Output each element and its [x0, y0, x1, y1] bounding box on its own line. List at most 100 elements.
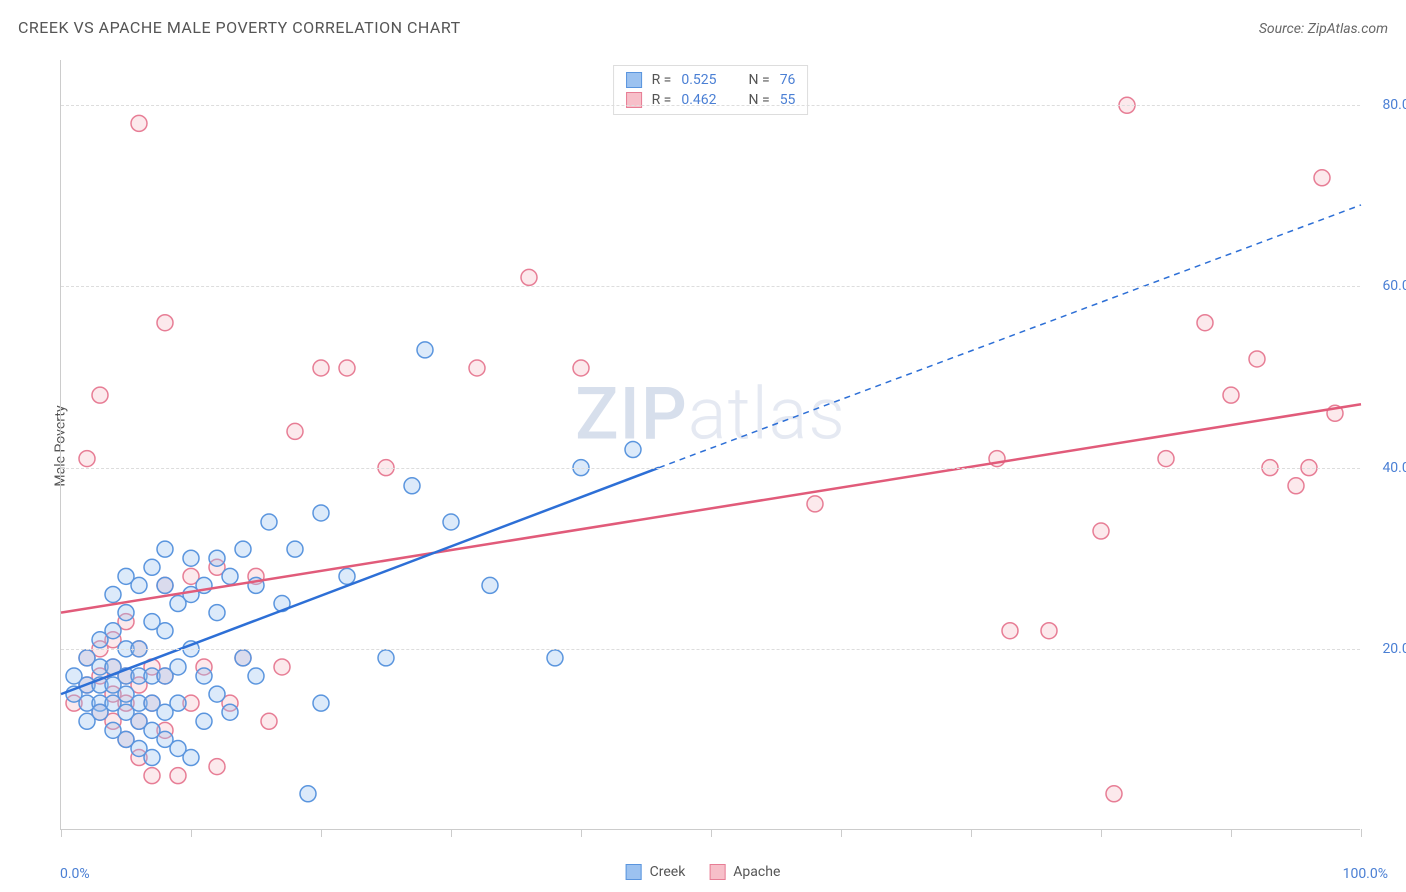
data-point: [131, 115, 147, 131]
legend-series-label: Creek: [650, 864, 686, 880]
legend-series: Creek Apache: [626, 864, 781, 880]
data-point: [222, 568, 238, 584]
data-point: [1223, 387, 1239, 403]
x-tick: [321, 829, 322, 837]
data-point: [157, 315, 173, 331]
chart-svg: [61, 60, 1360, 829]
data-point: [313, 360, 329, 376]
legend-correlation-row: R = 0.525N = 76: [626, 70, 796, 90]
grid-line: [61, 649, 1360, 650]
y-tick-label: 60.0%: [1382, 278, 1406, 294]
data-point: [443, 514, 459, 530]
data-point: [339, 568, 355, 584]
data-point: [1041, 623, 1057, 639]
data-point: [274, 659, 290, 675]
trend-line-apache: [61, 404, 1361, 612]
data-point: [482, 577, 498, 593]
data-point: [79, 451, 95, 467]
data-point: [287, 423, 303, 439]
data-point: [1249, 351, 1265, 367]
data-point: [1158, 451, 1174, 467]
legend-swatch: [709, 864, 725, 880]
data-point: [1106, 786, 1122, 802]
chart-title: CREEK VS APACHE MALE POVERTY CORRELATION…: [18, 18, 461, 37]
data-point: [235, 541, 251, 557]
y-tick-label: 80.0%: [1382, 97, 1406, 113]
data-point: [261, 514, 277, 530]
data-point: [196, 713, 212, 729]
data-point: [547, 650, 563, 666]
x-tick: [581, 829, 582, 837]
x-tick: [1231, 829, 1232, 837]
data-point: [313, 505, 329, 521]
source-attribution: Source: ZipAtlas.com: [1259, 21, 1388, 37]
legend-series-item: Creek: [626, 864, 686, 880]
data-point: [183, 750, 199, 766]
data-point: [1288, 478, 1304, 494]
x-axis-max-label: 100.0%: [1343, 866, 1388, 882]
data-point: [196, 668, 212, 684]
data-point: [157, 623, 173, 639]
data-point: [404, 478, 420, 494]
data-point: [625, 442, 641, 458]
grid-line: [61, 286, 1360, 287]
data-point: [573, 360, 589, 376]
x-tick: [451, 829, 452, 837]
data-point: [209, 686, 225, 702]
data-point: [261, 713, 277, 729]
data-point: [118, 605, 134, 621]
data-point: [183, 550, 199, 566]
data-point: [287, 541, 303, 557]
x-tick: [971, 829, 972, 837]
data-point: [144, 768, 160, 784]
trend-line-creek: [61, 468, 659, 694]
title-bar: CREEK VS APACHE MALE POVERTY CORRELATION…: [18, 18, 1388, 37]
data-point: [92, 387, 108, 403]
data-point: [170, 768, 186, 784]
data-point: [222, 704, 238, 720]
data-point: [521, 269, 537, 285]
x-tick: [711, 829, 712, 837]
data-point: [469, 360, 485, 376]
x-tick: [1101, 829, 1102, 837]
legend-r-value: 0.525: [681, 72, 716, 88]
legend-series-item: Apache: [709, 864, 780, 880]
y-tick-label: 40.0%: [1382, 460, 1406, 476]
y-tick-label: 20.0%: [1382, 641, 1406, 657]
x-tick: [841, 829, 842, 837]
legend-n-value: 76: [780, 72, 796, 88]
legend-swatch: [626, 864, 642, 880]
data-point: [1093, 523, 1109, 539]
data-point: [170, 659, 186, 675]
data-point: [131, 577, 147, 593]
grid-line: [61, 468, 1360, 469]
legend-swatch: [626, 72, 642, 88]
data-point: [105, 623, 121, 639]
data-point: [157, 541, 173, 557]
data-point: [209, 605, 225, 621]
legend-correlation-row: R = 0.462N = 55: [626, 90, 796, 110]
data-point: [157, 577, 173, 593]
data-point: [144, 750, 160, 766]
data-point: [378, 650, 394, 666]
legend-r-label: R =: [652, 72, 672, 88]
data-point: [144, 559, 160, 575]
chart-container: CREEK VS APACHE MALE POVERTY CORRELATION…: [0, 0, 1406, 892]
data-point: [209, 550, 225, 566]
data-point: [339, 360, 355, 376]
data-point: [170, 695, 186, 711]
plot-area: ZIPatlas R = 0.525N = 76R = 0.462N = 55 …: [60, 60, 1360, 830]
data-point: [1002, 623, 1018, 639]
data-point: [105, 586, 121, 602]
data-point: [807, 496, 823, 512]
grid-line: [61, 105, 1360, 106]
x-axis-min-label: 0.0%: [60, 866, 90, 882]
data-point: [1197, 315, 1213, 331]
x-tick: [61, 829, 62, 837]
legend-correlation: R = 0.525N = 76R = 0.462N = 55: [613, 65, 809, 115]
data-point: [248, 668, 264, 684]
data-point: [209, 759, 225, 775]
data-point: [313, 695, 329, 711]
data-point: [1314, 170, 1330, 186]
legend-series-label: Apache: [733, 864, 780, 880]
